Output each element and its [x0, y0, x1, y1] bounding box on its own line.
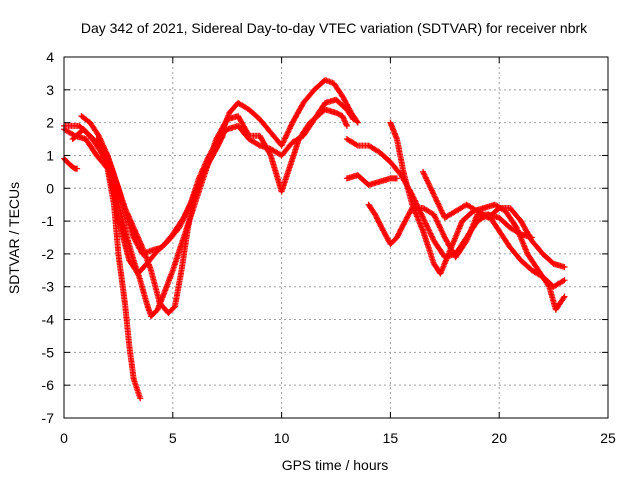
axis-ticks: 0 5 10 15 20 25 -7 -6 -5 -4 -3 -2 -1 0 1 2 3 4: [42, 49, 616, 446]
x-tick-label: 25: [600, 430, 616, 446]
x-tick-label: 5: [169, 430, 177, 446]
series-markers: [420, 168, 568, 270]
y-tick-label: 4: [46, 49, 54, 65]
series-trace-d: [69, 96, 357, 277]
x-axis-label: GPS time / hours: [282, 457, 389, 473]
plot-frame: [63, 56, 609, 419]
series-markers: [387, 119, 568, 313]
series-trace-j: [387, 119, 568, 313]
y-tick-label: -2: [42, 246, 55, 262]
series-trace-k: [420, 168, 568, 270]
series-trace-f: [93, 132, 226, 257]
y-tick-label: -3: [42, 279, 55, 295]
series-trace-c: [61, 106, 350, 320]
series-trace-g: [343, 172, 400, 188]
x-tick-label: 20: [491, 430, 507, 446]
series-markers: [93, 132, 226, 257]
y-tick-label: 0: [46, 180, 54, 196]
y-tick-label: -6: [42, 377, 55, 393]
chart-title: Day 342 of 2021, Sidereal Day-to-day VTE…: [81, 20, 588, 36]
y-tick-label: 3: [46, 82, 54, 98]
y-tick-label: -4: [42, 312, 55, 328]
series-markers: [69, 96, 357, 277]
y-tick-label: -5: [42, 344, 55, 360]
x-tick-label: 15: [383, 430, 399, 446]
y-tick-label: -7: [42, 410, 55, 426]
y-tick-label: 1: [46, 147, 54, 163]
y-axis-label: SDTVAR / TECUs: [6, 182, 22, 294]
y-tick-label: -1: [42, 213, 55, 229]
x-tick-label: 10: [274, 430, 290, 446]
series-markers: [343, 172, 400, 188]
x-tick-label: 0: [60, 430, 68, 446]
series-markers: [61, 106, 350, 320]
y-tick-label: 2: [46, 115, 54, 131]
